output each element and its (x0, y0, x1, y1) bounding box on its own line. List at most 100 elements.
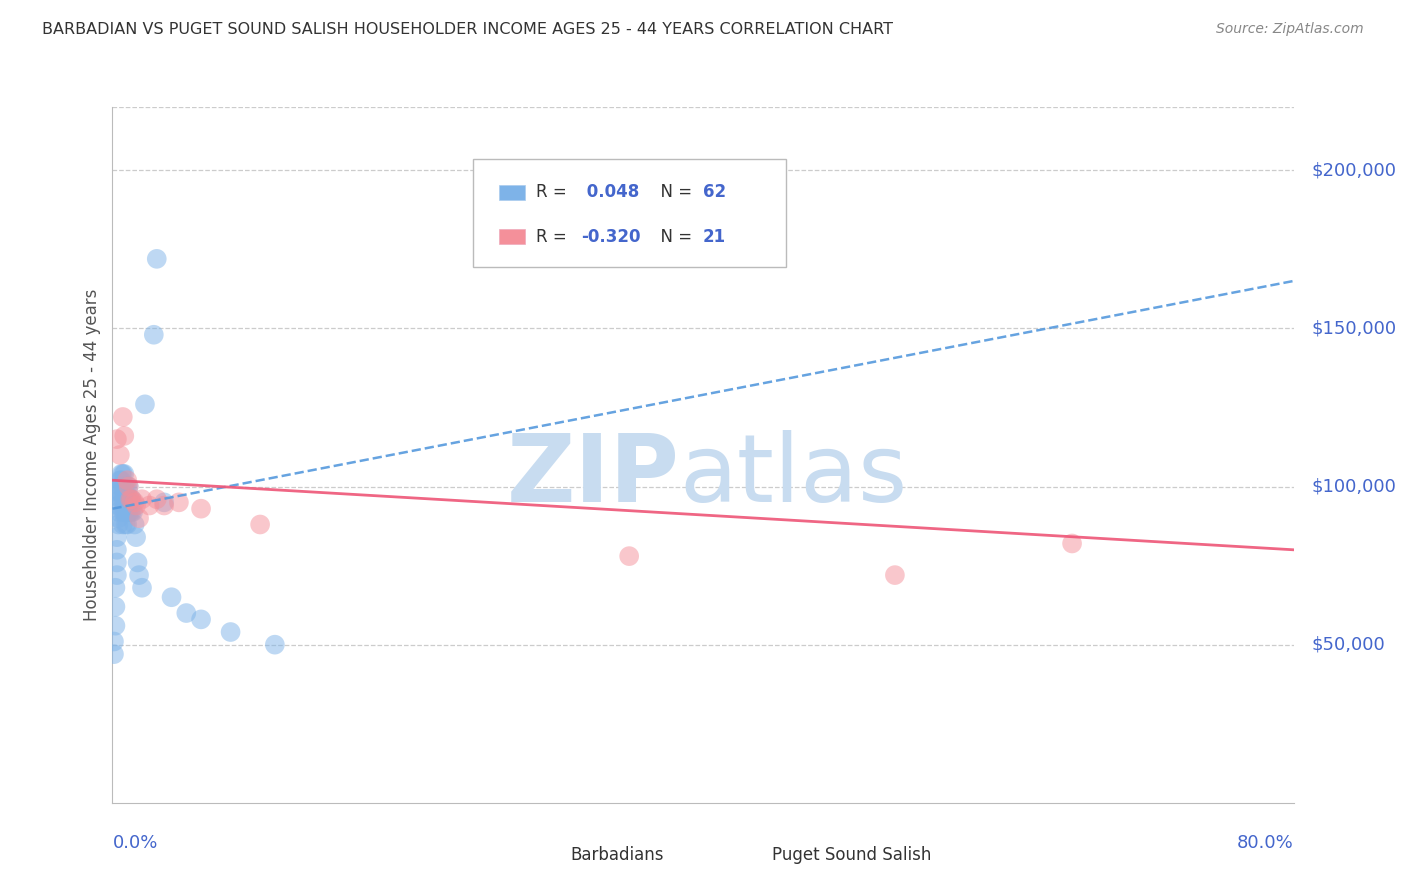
Point (127, 556, 149, 570)
Point (104, 599, 127, 614)
Point (249, 517, 271, 532)
Point (118, 479, 141, 493)
Point (108, 492, 131, 507)
Text: $100,000: $100,000 (1312, 477, 1396, 496)
Bar (733, 846, 762, 863)
Point (114, 517, 136, 532)
Text: Source: ZipAtlas.com: Source: ZipAtlas.com (1216, 22, 1364, 37)
Point (111, 505, 134, 519)
Text: Barbadians: Barbadians (571, 846, 664, 863)
Point (128, 568, 150, 582)
Point (219, 625, 242, 640)
Text: 62: 62 (703, 184, 725, 202)
Bar (499, 185, 524, 200)
Point (118, 492, 141, 507)
Bar (499, 229, 524, 244)
Point (110, 467, 132, 481)
Point (138, 499, 160, 513)
Point (103, 634, 125, 648)
Point (108, 448, 131, 462)
Point (114, 492, 136, 507)
Point (120, 492, 142, 507)
Point (114, 505, 136, 519)
Text: $200,000: $200,000 (1312, 161, 1396, 179)
Point (111, 467, 134, 481)
Text: 21: 21 (703, 227, 725, 245)
Point (105, 530, 128, 544)
Point (134, 397, 156, 411)
Point (105, 568, 128, 582)
Point (174, 606, 197, 620)
Point (110, 479, 132, 493)
Text: ZIP: ZIP (506, 430, 679, 522)
Point (1062, 536, 1084, 550)
Text: -0.320: -0.320 (581, 227, 641, 245)
Point (124, 495, 146, 509)
Point (121, 492, 143, 507)
FancyBboxPatch shape (472, 159, 786, 267)
Point (105, 432, 128, 446)
Point (110, 486, 132, 500)
Point (118, 505, 141, 519)
Point (153, 499, 176, 513)
Point (131, 581, 153, 595)
Point (124, 517, 146, 532)
Point (112, 479, 135, 493)
Point (131, 492, 153, 507)
Point (884, 568, 907, 582)
Point (142, 327, 165, 342)
Point (167, 495, 190, 509)
Point (117, 479, 138, 493)
Point (107, 499, 129, 513)
Point (111, 479, 134, 493)
Y-axis label: Householder Income Ages 25 - 44 years: Householder Income Ages 25 - 44 years (83, 289, 101, 621)
Point (107, 511, 129, 525)
Point (107, 517, 129, 532)
Point (146, 252, 169, 266)
Text: 0.048: 0.048 (581, 184, 640, 202)
Point (146, 492, 169, 507)
Point (111, 409, 134, 424)
Point (108, 473, 131, 487)
Text: R =: R = (537, 184, 572, 202)
Point (108, 479, 131, 493)
Point (107, 505, 129, 519)
Point (105, 556, 128, 570)
Point (110, 473, 132, 487)
Point (110, 492, 132, 507)
Point (120, 492, 142, 507)
Point (190, 612, 212, 626)
Point (125, 530, 148, 544)
Point (112, 492, 135, 507)
Point (160, 591, 183, 605)
Text: atlas: atlas (679, 430, 908, 522)
Point (122, 505, 145, 519)
Text: Puget Sound Salish: Puget Sound Salish (772, 846, 931, 863)
Point (619, 549, 641, 563)
Text: 0.0%: 0.0% (112, 834, 157, 852)
Text: N =: N = (650, 184, 697, 202)
Point (108, 486, 131, 500)
Point (118, 479, 141, 493)
Point (103, 647, 125, 661)
Point (264, 638, 287, 652)
Point (111, 517, 134, 532)
Point (104, 581, 127, 595)
Point (112, 467, 135, 481)
Point (114, 479, 136, 493)
Text: N =: N = (650, 227, 697, 245)
Point (117, 499, 138, 513)
Point (111, 492, 134, 507)
Point (112, 429, 135, 443)
Point (120, 505, 142, 519)
Point (125, 499, 148, 513)
Text: R =: R = (537, 227, 572, 245)
Point (117, 505, 138, 519)
Point (105, 542, 128, 557)
Text: 80.0%: 80.0% (1237, 834, 1294, 852)
Point (112, 505, 135, 519)
Point (121, 492, 143, 507)
Text: $150,000: $150,000 (1312, 319, 1396, 337)
Point (104, 618, 127, 632)
Point (128, 511, 150, 525)
